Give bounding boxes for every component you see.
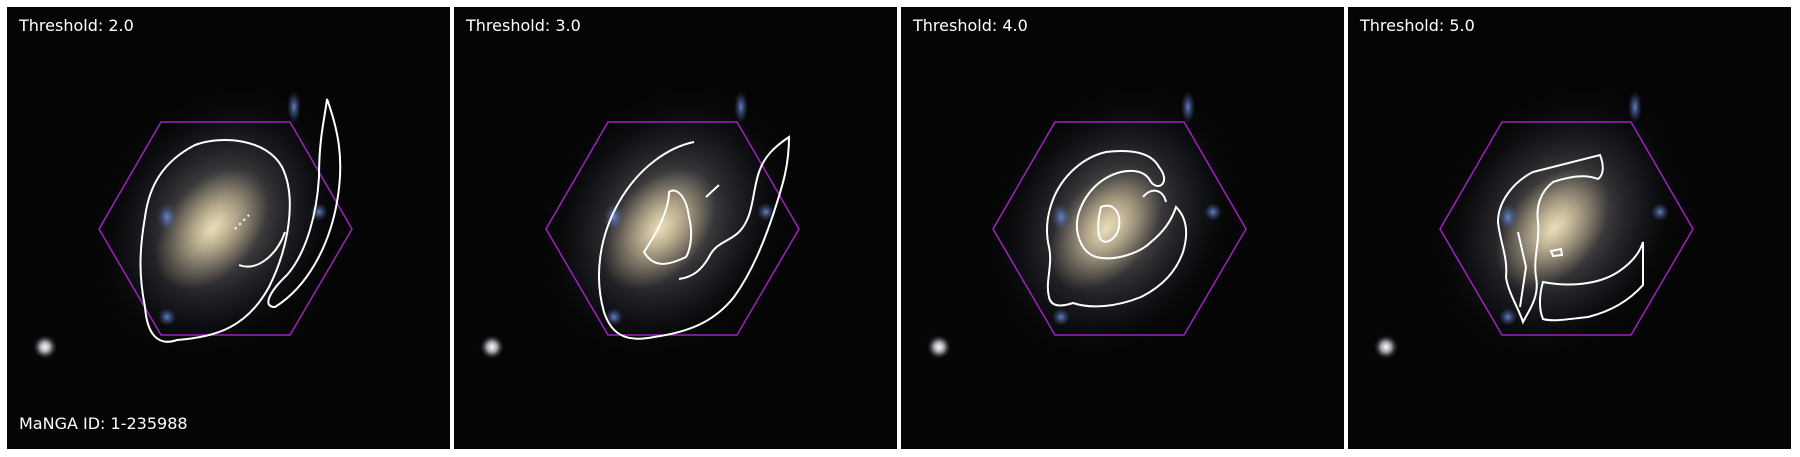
galaxy-panel-threshold-2: Threshold: 2.0 MaNGA ID: 1-235988 <box>7 7 450 449</box>
threshold-label: Threshold: 5.0 <box>1360 16 1475 35</box>
galaxy-image <box>1348 7 1791 449</box>
contour-fragment <box>705 184 720 198</box>
contour-core <box>1549 247 1564 258</box>
galaxy-bulge <box>155 168 269 290</box>
ifu-hexagon <box>992 121 1247 336</box>
galaxy-panel-threshold-5: Threshold: 5.0 <box>1348 7 1791 449</box>
contour-inner-arc <box>238 231 286 268</box>
contour-arm <box>267 98 342 309</box>
threshold-label: Threshold: 3.0 <box>466 16 581 35</box>
manga-id-label: MaNGA ID: 1-235988 <box>19 414 188 433</box>
ifu-hexagon <box>545 121 800 336</box>
foreground-star <box>32 334 58 360</box>
threshold-label: Threshold: 2.0 <box>19 16 134 35</box>
contour-left-arc <box>1496 153 1604 325</box>
galaxy-bulge <box>602 168 716 290</box>
galaxy-image <box>454 7 897 449</box>
contour-core <box>642 189 693 265</box>
galaxy-panel-threshold-3: Threshold: 3.0 <box>454 7 897 449</box>
contour-lower-arc <box>1539 241 1644 322</box>
foreground-star <box>479 334 505 360</box>
ifu-hexagon <box>98 121 353 336</box>
contour-main <box>139 139 291 343</box>
contour-fragment <box>1142 189 1167 203</box>
contour-fragment <box>1517 231 1528 308</box>
contour-core <box>1097 204 1121 243</box>
galaxy-bulge <box>1049 168 1163 290</box>
foreground-star <box>1373 334 1399 360</box>
ifu-hexagon <box>1439 121 1694 336</box>
galaxy-image <box>901 7 1344 449</box>
foreground-star <box>926 334 952 360</box>
contour-main <box>1046 149 1188 308</box>
threshold-label: Threshold: 4.0 <box>913 16 1028 35</box>
galaxy-image <box>7 7 450 449</box>
contour-outer <box>598 135 791 340</box>
galaxy-panel-threshold-4: Threshold: 4.0 <box>901 7 1344 449</box>
